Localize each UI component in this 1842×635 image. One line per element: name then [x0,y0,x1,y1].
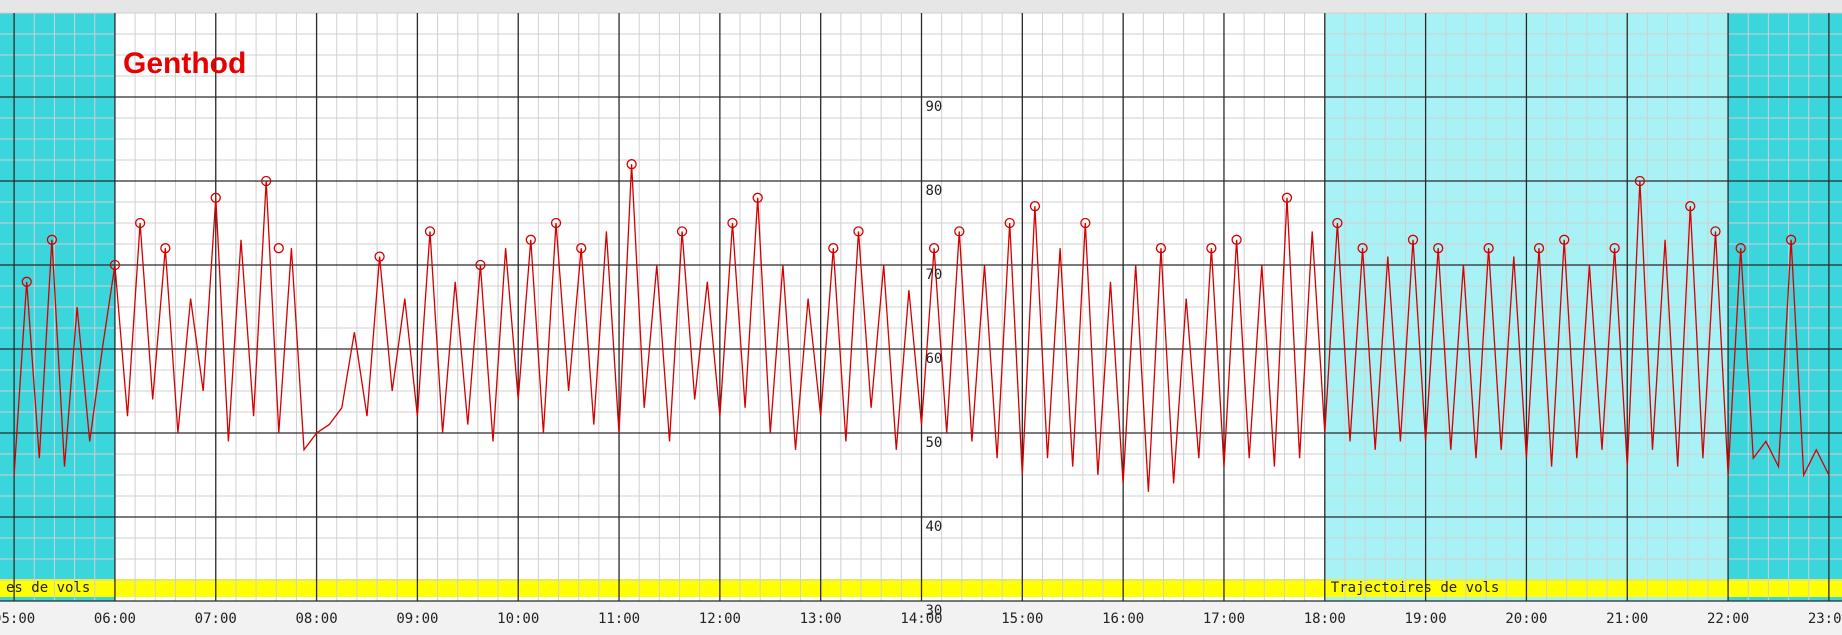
x-tick-label: 19:00 [1405,611,1447,627]
peak-marker [1332,217,1343,229]
peak-marker [1029,201,1041,212]
peak-marker [1785,234,1797,245]
peak-marker [1735,243,1746,254]
peak-marker [21,276,32,287]
y-tick-label: 60 [926,351,943,367]
x-axis-strip [0,601,1842,635]
x-tick-label: 11:00 [598,611,640,627]
y-tick-label: 90 [926,99,943,115]
peak-marker [160,243,171,254]
peak-marker [626,159,637,170]
peak-marker [727,217,738,229]
peak-marker [1609,243,1620,254]
peak-marker [273,243,284,254]
peak-marker [109,259,121,271]
x-tick-label: 08:00 [295,611,337,627]
peak-marker [928,243,940,254]
chart-title: Genthod [123,47,246,80]
peak-marker [1206,243,1217,254]
noise-line [13,164,1830,492]
peak-marker [1685,201,1696,212]
peak-marker [525,234,536,245]
x-tick-label: 05:00 [0,611,35,627]
peak-marker [853,226,864,237]
grid-layer [0,12,1842,602]
peak-marker [1080,217,1091,229]
x-tick-label: 10:00 [497,611,539,627]
x-tick-label: 15:00 [1001,611,1043,627]
x-tick-label: 17:00 [1203,611,1245,627]
y-tick-label: 30 [926,603,943,619]
peak-marker [1533,243,1545,254]
peak-marker [475,259,486,271]
peak-marker [576,243,587,254]
peak-marker [1357,243,1368,254]
x-tick-label: 16:00 [1102,611,1144,627]
x-tick-label: 18:00 [1304,611,1346,627]
y-tick-label: 70 [926,267,943,283]
peak-marker [424,226,436,237]
x-tick-label: 20:00 [1505,611,1547,627]
x-tick-label: 12:00 [699,611,741,627]
peak-marker [1433,243,1444,254]
peak-marker [1634,175,1646,187]
x-tick-label: 23:00 [1808,611,1842,627]
y-tick-label: 40 [926,519,943,535]
x-tick-label: 06:00 [94,611,136,627]
x-tick-label: 13:00 [800,611,842,627]
x-tick-label: 09:00 [396,611,438,627]
x-tick-label: 21:00 [1606,611,1648,627]
band-label: es de vols [6,580,90,596]
peak-marker [1559,234,1570,245]
x-tick-label: 22:00 [1707,611,1749,627]
labels-layer: es de vols Trajectoires de vols 30 40 50 60 70… [0,99,1842,627]
peak-marker [954,226,965,237]
marks-layer [13,159,1830,492]
y-tick-label: 50 [926,435,943,451]
peak-marker [550,217,562,229]
top-strip [0,0,1842,13]
peak-marker [210,192,221,203]
peak-marker [46,234,58,245]
band-label: Trajectoires de vols [1331,580,1500,596]
peak-marker [1281,192,1293,203]
peak-marker [1155,243,1167,254]
peak-marker [1004,217,1015,229]
peak-marker [134,217,146,229]
y-tick-label: 80 [926,183,943,199]
peak-marker [676,226,688,237]
peak-marker [261,175,272,187]
peak-marker [828,243,839,254]
x-tick-label: 14:00 [900,611,942,627]
peak-marker [1407,234,1419,245]
peak-marker [1231,234,1242,245]
peak-marker [1710,226,1721,237]
x-tick-label: 07:00 [195,611,237,627]
peak-marker [374,251,385,262]
peak-marker [1483,243,1494,254]
peak-marker [752,192,763,203]
